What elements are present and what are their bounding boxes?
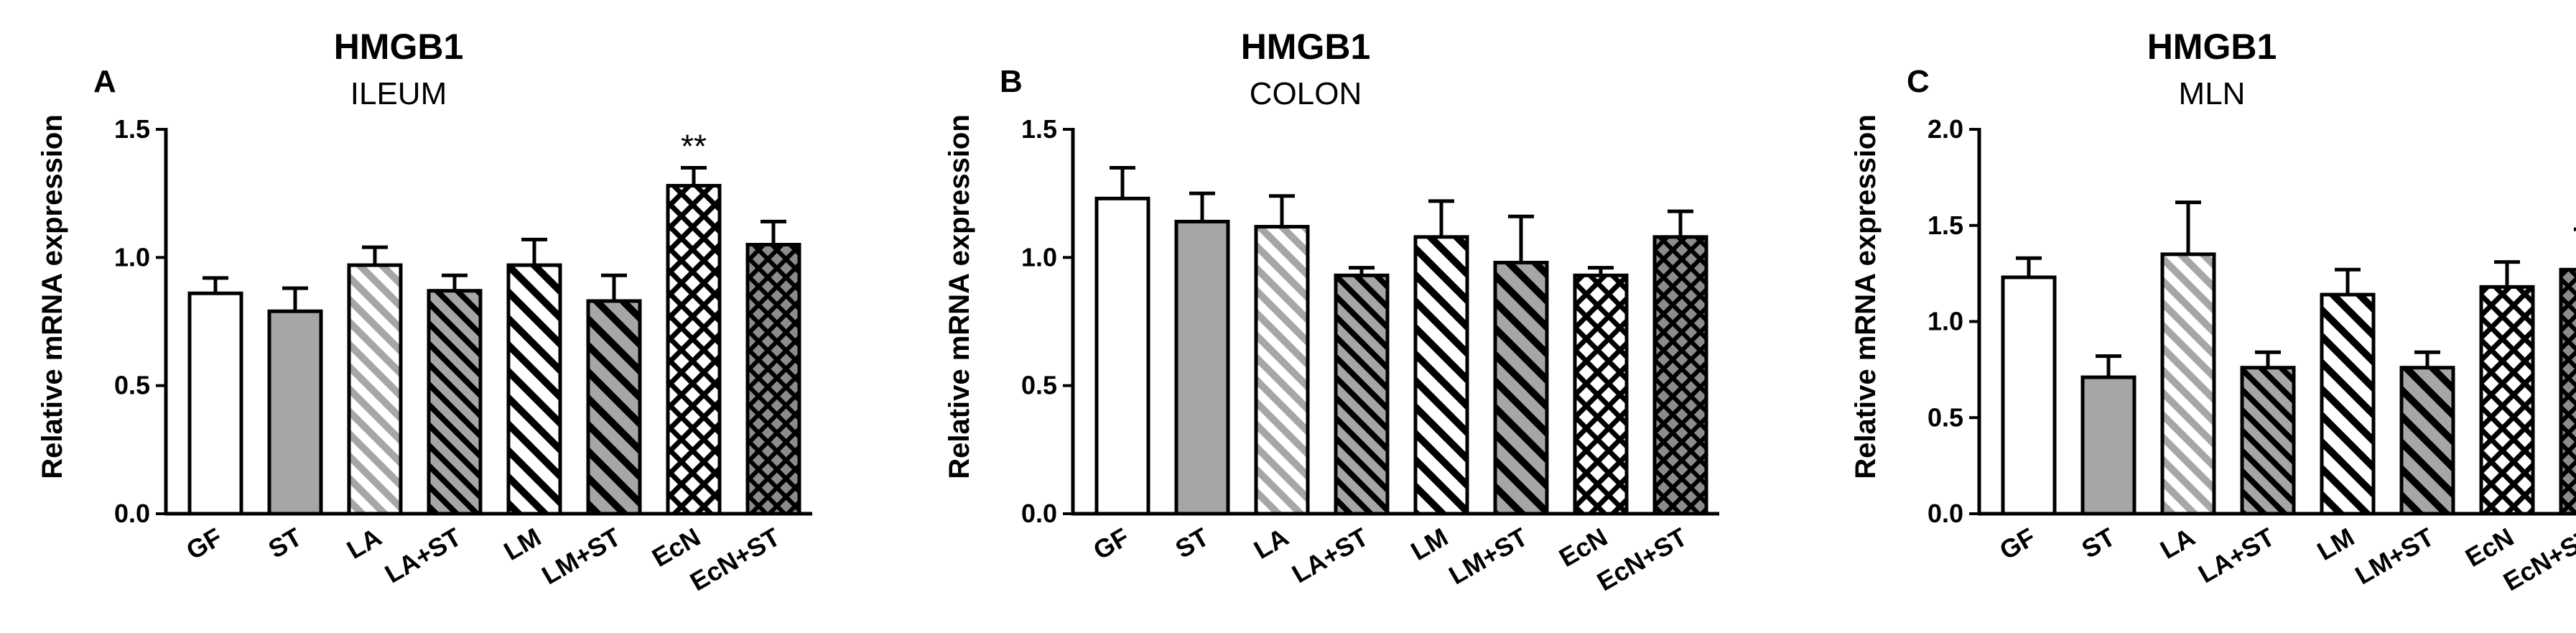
bar-gf [187, 291, 243, 516]
x-tick-label: GF [1088, 522, 1134, 565]
y-axis-label: Relative mRNA expression [944, 114, 975, 479]
panel-letter: C [1907, 64, 1930, 99]
bar-lm-plus-st [2399, 366, 2455, 516]
bar-lm [2320, 292, 2376, 516]
bar-la-plus-st [1334, 273, 1390, 516]
bar-gf [2001, 275, 2057, 516]
chart-title: HMGB1 [2147, 27, 2277, 67]
y-tick-labels: 0.0 0.5 1.0 1.5 2.0 [1928, 114, 1979, 528]
y-tick-label: 1.5 [1021, 114, 1057, 144]
bar-lm [1413, 235, 1469, 516]
axes [164, 128, 812, 516]
bar-st [2080, 375, 2136, 516]
bar-ecn-plus-st [745, 243, 801, 516]
significance-marker: ** [681, 128, 707, 165]
panel-colon: HMGB1 COLON B 0.0 0.5 1.0 1.5 Relative mRNA… [944, 27, 1719, 596]
x-tick-label: LA+ST [2193, 522, 2279, 588]
bar-ecn [666, 183, 722, 516]
x-tick-label: LM+ST [536, 522, 626, 590]
bars [1094, 196, 1708, 516]
y-tick-label: 0.5 [1021, 371, 1057, 400]
x-tick-label: GF [1994, 522, 2040, 565]
x-tick-label: LM [498, 522, 546, 565]
bar-ecn [2479, 285, 2535, 516]
bars [187, 183, 801, 516]
y-axis-label: Relative mRNA expression [1850, 114, 1882, 479]
error-bars [1110, 166, 1693, 276]
chart-title: HMGB1 [334, 27, 464, 67]
chart-subtitle: ILEUM [350, 76, 447, 111]
y-tick-labels: 0.0 0.5 1.0 1.5 [114, 114, 166, 528]
bar-lm [506, 263, 562, 516]
y-tick-label: 1.0 [1928, 307, 1963, 336]
x-tick-label: EcN+ST [1592, 522, 1692, 596]
bar-la [2160, 252, 2216, 516]
y-tick-label: 1.5 [114, 114, 150, 144]
chart-subtitle: MLN [2179, 76, 2246, 111]
error-bars [203, 166, 786, 312]
x-tick-label: LM+ST [2350, 522, 2439, 590]
bar-la [347, 263, 403, 516]
x-tick-label: LM [2312, 522, 2359, 565]
y-tick-label: 2.0 [1928, 114, 1963, 144]
bar-ecn-plus-st [2559, 267, 2576, 516]
x-tick-label: EcN+ST [685, 522, 785, 596]
axes [1071, 128, 1719, 516]
y-tick-label: 0.0 [1928, 499, 1963, 528]
bar-la [1254, 225, 1310, 516]
x-tick-label: GF [181, 522, 227, 565]
x-tick-label: ST [264, 522, 307, 564]
x-tick-label: LA [1249, 522, 1293, 565]
panel-letter: B [1000, 64, 1023, 99]
panel-letter: A [93, 64, 116, 99]
panel-mln: HMGB1 MLN C 0.0 0.5 1.0 1.5 2.0 Relative mRN… [1850, 27, 2576, 596]
bars [2001, 252, 2576, 516]
axes [1977, 128, 2576, 516]
x-tick-label: LA+ST [380, 522, 466, 588]
bar-lm-plus-st [1493, 260, 1549, 516]
x-tick-label: LM+ST [1443, 522, 1533, 590]
chart-subtitle: COLON [1250, 76, 1362, 111]
bar-gf [1094, 196, 1150, 516]
bar-ecn-plus-st [1652, 235, 1708, 516]
error-bars [2016, 200, 2576, 378]
y-tick-label: 1.0 [1021, 242, 1057, 272]
x-tick-label: ST [2077, 522, 2120, 564]
bar-lm-plus-st [586, 299, 642, 516]
y-tick-label: 1.5 [1928, 211, 1963, 240]
y-axis-label: Relative mRNA expression [37, 114, 68, 479]
y-tick-label: 1.0 [114, 242, 150, 272]
y-tick-labels: 0.0 0.5 1.0 1.5 [1021, 114, 1073, 528]
x-tick-label: LA [342, 522, 386, 565]
y-tick-label: 0.5 [1928, 402, 1963, 432]
annotations: ** [681, 128, 707, 165]
chart-title: HMGB1 [1241, 27, 1371, 67]
bar-la-plus-st [427, 289, 483, 516]
y-tick-label: 0.5 [114, 371, 150, 400]
x-tick-label: LM [1405, 522, 1453, 565]
x-tick-label: LA [2155, 522, 2200, 565]
x-tick-label: ST [1171, 522, 1214, 564]
bar-ecn [1573, 273, 1629, 516]
x-tick-label: LA+ST [1287, 522, 1373, 588]
bar-la-plus-st [2240, 366, 2296, 516]
panel-ileum: HMGB1 ILEUM A 0.0 0.5 1.0 1.5 Relative mRNA… [37, 27, 812, 596]
bar-st [1174, 219, 1230, 516]
y-tick-label: 0.0 [1021, 499, 1057, 528]
bar-st [267, 309, 323, 516]
y-tick-label: 0.0 [114, 499, 150, 528]
